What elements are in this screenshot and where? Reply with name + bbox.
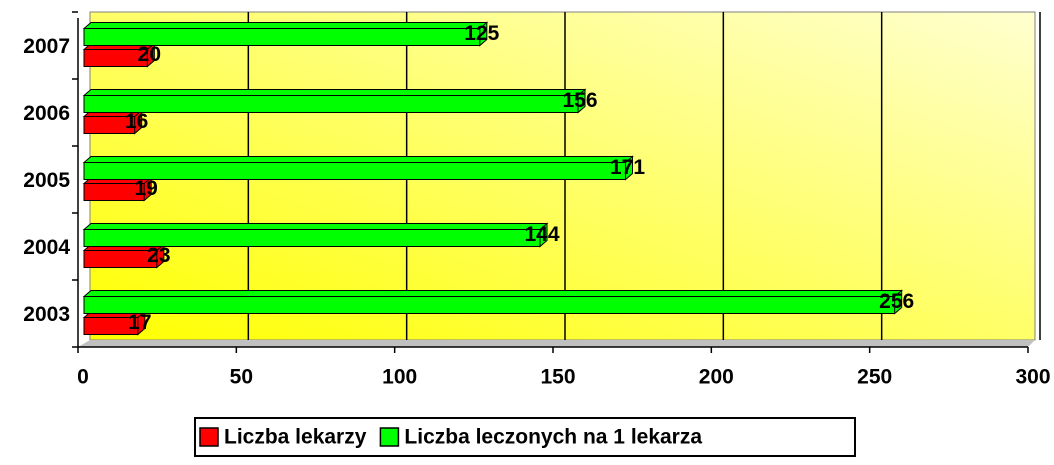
data-label: 125	[464, 22, 499, 45]
data-label: 17	[128, 311, 151, 334]
y-tick-label: 2003	[23, 303, 70, 326]
data-label: 19	[134, 177, 157, 200]
bar	[82, 155, 634, 181]
legend-swatch	[199, 427, 219, 447]
y-tick-label: 2007	[23, 35, 70, 58]
x-tick-label: 150	[540, 366, 575, 389]
x-tick-label: 200	[699, 366, 734, 389]
x-tick-label: 300	[1015, 366, 1050, 389]
bar	[82, 21, 489, 47]
data-label: 20	[138, 43, 161, 66]
x-tick-label: 0	[77, 366, 89, 389]
data-label: 23	[147, 244, 170, 267]
x-tick-label: 50	[230, 366, 253, 389]
data-label: 144	[524, 223, 559, 246]
bar	[82, 222, 549, 248]
legend	[194, 417, 856, 457]
y-tick-label: 2005	[23, 169, 70, 192]
plot-floor	[78, 340, 1035, 347]
data-label: 256	[879, 290, 914, 313]
legend-label: Liczba lekarzy	[224, 426, 367, 449]
bar	[82, 88, 587, 114]
data-label: 16	[125, 110, 148, 133]
bar	[82, 289, 904, 315]
x-tick-label: 100	[382, 366, 417, 389]
legend-label: Liczba leczonych na 1 lekarza	[404, 426, 702, 449]
legend-swatch	[379, 427, 400, 447]
y-tick-label: 2006	[23, 102, 70, 125]
data-label: 171	[610, 156, 645, 179]
y-tick-label: 2004	[23, 236, 70, 259]
data-label: 156	[562, 89, 597, 112]
x-tick-label: 250	[857, 366, 892, 389]
